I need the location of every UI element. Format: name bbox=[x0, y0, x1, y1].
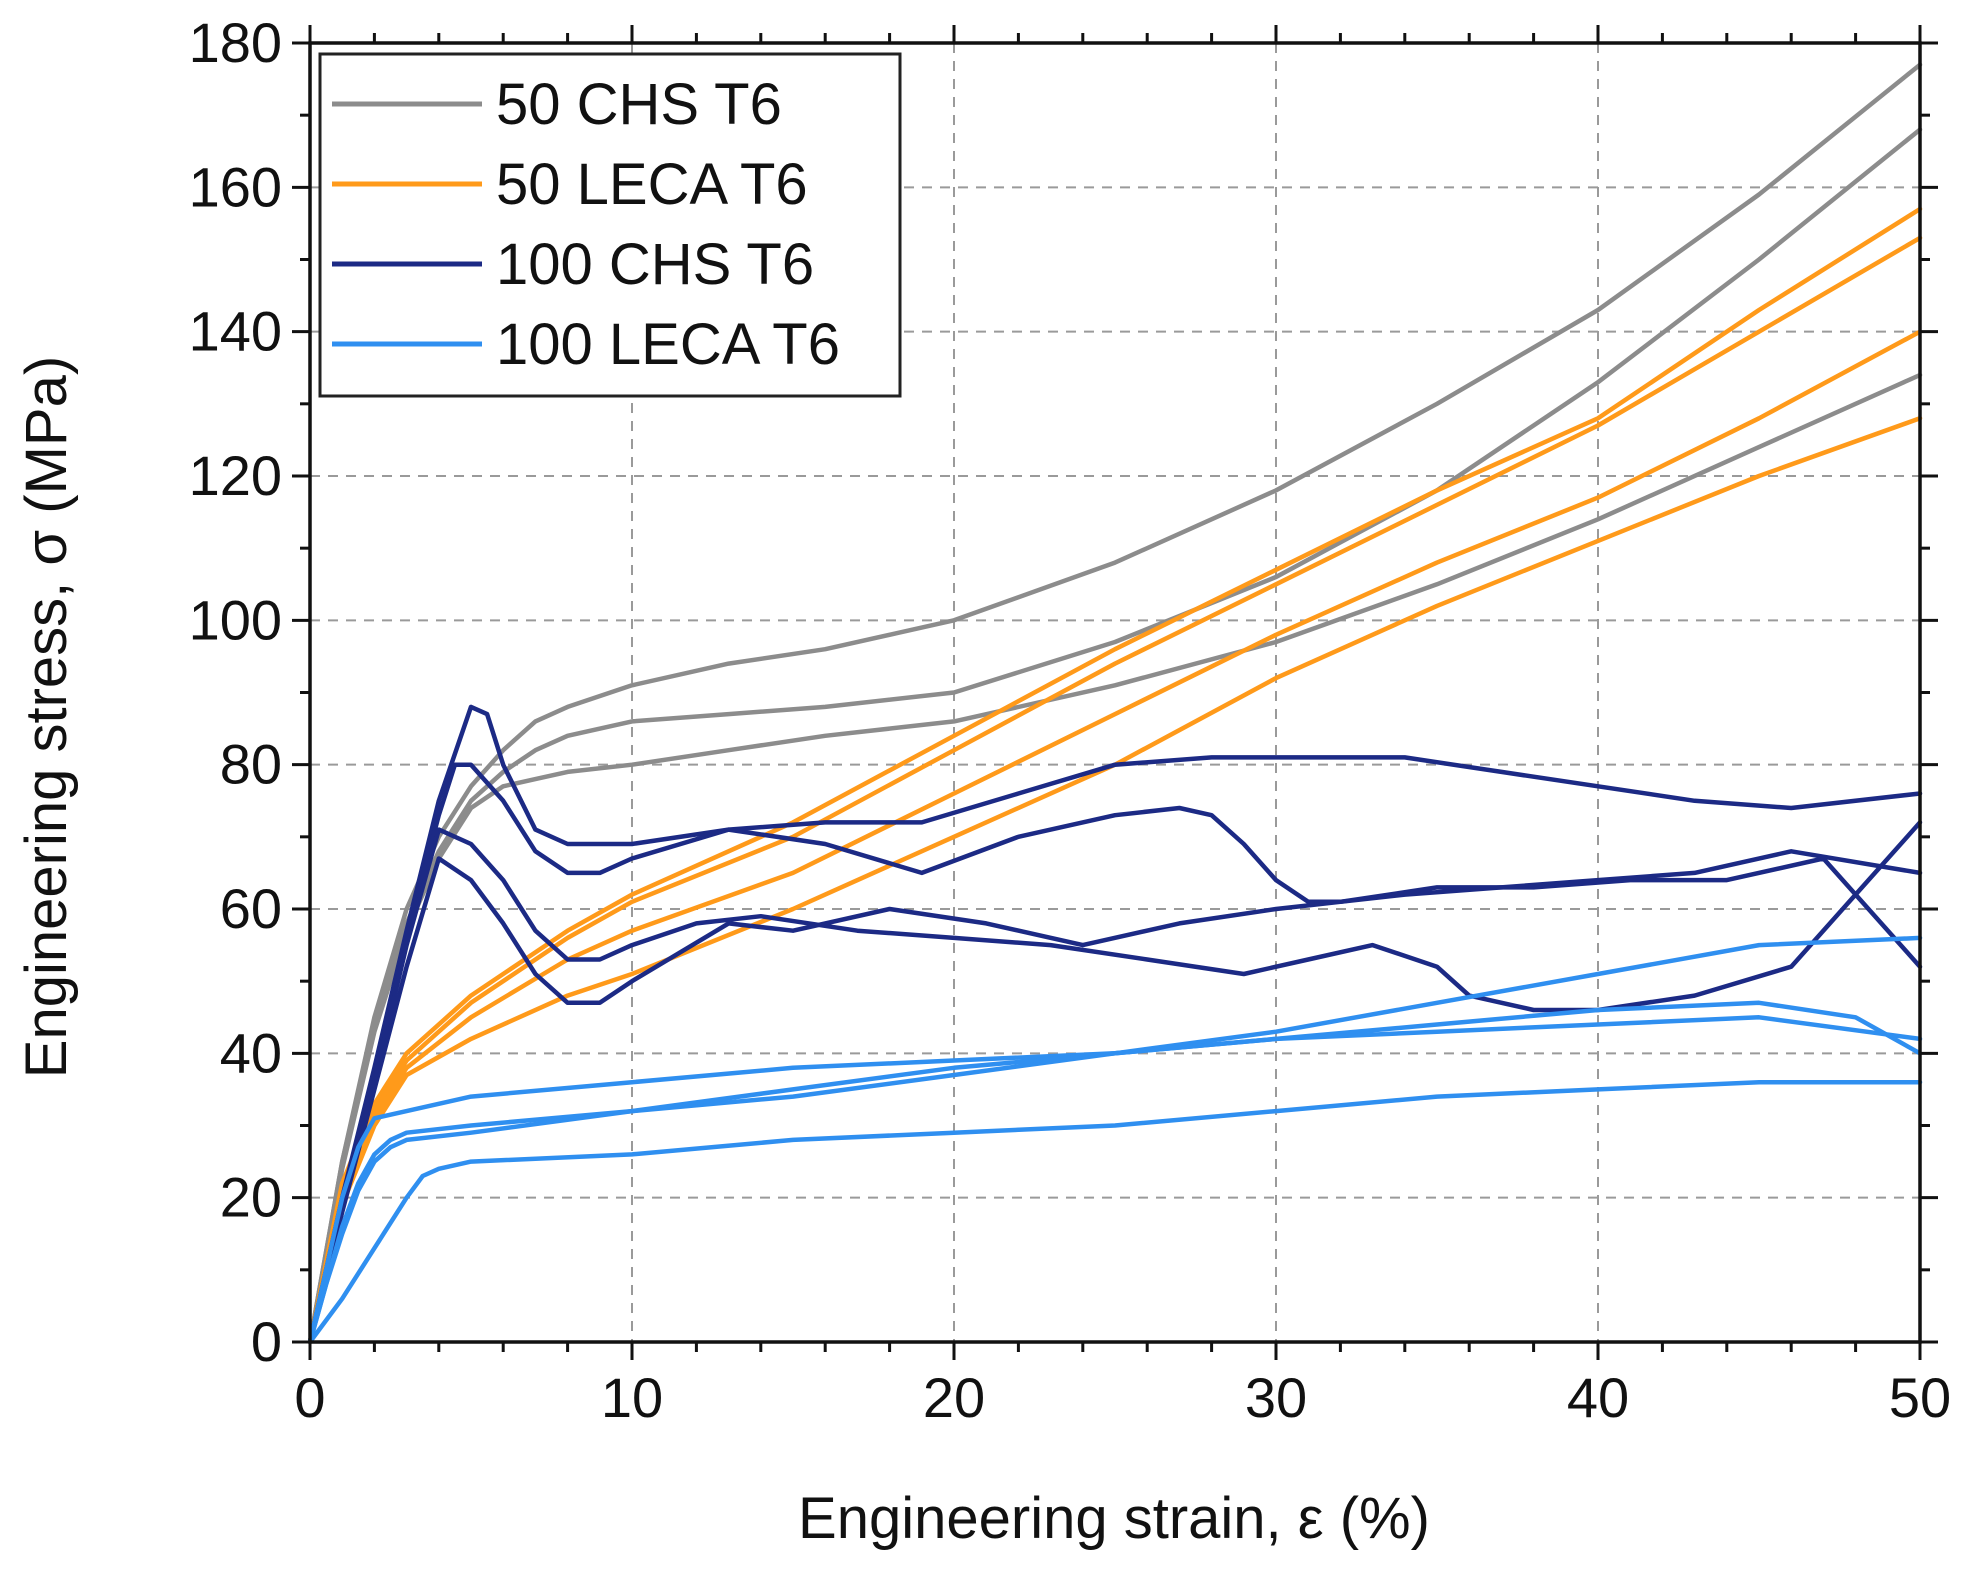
y-tick-label: 140 bbox=[189, 300, 282, 363]
series-line-50-leca-t6-6 bbox=[307, 416, 1923, 1345]
series-line-50-leca-t6-4 bbox=[307, 235, 1923, 1345]
series-line-50-leca-t6-3 bbox=[307, 206, 1923, 1345]
x-tick-label: 10 bbox=[601, 1366, 663, 1429]
x-tick-label: 40 bbox=[1567, 1366, 1629, 1429]
tick-labels: 0 10 20 30 40 50 0 20 40 60 80 100 120 140 160 180 bbox=[189, 11, 1952, 1429]
series-line-50-leca-t6-5 bbox=[307, 329, 1923, 1345]
series-line-100-leca-t6-11 bbox=[307, 1000, 1923, 1345]
y-tick-label: 180 bbox=[189, 11, 282, 74]
legend: 50 CHS T6 50 LECA T6 100 CHS T6 100 LECA… bbox=[318, 52, 902, 398]
series-line-100-chs-t6-8 bbox=[307, 762, 1923, 1345]
y-tick-label: 100 bbox=[189, 588, 282, 651]
y-axis-title: Engineering stress, σ (MPa) bbox=[14, 356, 79, 1078]
series-line-100-leca-t6-13 bbox=[307, 1015, 1923, 1345]
legend-box bbox=[318, 52, 902, 398]
series-line-50-chs-t6-0 bbox=[307, 62, 1923, 1345]
tick-marks bbox=[292, 25, 1938, 1360]
series-line-100-leca-t6-14 bbox=[307, 1079, 1923, 1345]
legend-label-100-chs-t6: 100 CHS T6 bbox=[496, 232, 814, 297]
y-tick-label: 60 bbox=[220, 877, 282, 940]
legend-label-50-leca-t6: 50 LECA T6 bbox=[496, 152, 808, 217]
series-line-100-chs-t6-7 bbox=[307, 704, 1923, 1345]
series-line-100-chs-t6-10 bbox=[307, 856, 1923, 1345]
x-axis-title: Engineering strain, ε (%) bbox=[798, 1486, 1430, 1551]
y-tick-label: 0 bbox=[251, 1310, 282, 1373]
y-tick-label: 20 bbox=[220, 1166, 282, 1229]
x-tick-label: 0 bbox=[294, 1366, 325, 1429]
series-lines bbox=[307, 62, 1923, 1345]
legend-label-100-leca-t6: 100 LECA T6 bbox=[496, 312, 840, 377]
grid-lines bbox=[310, 43, 1920, 1342]
series-line-100-chs-t6-9 bbox=[307, 820, 1923, 1345]
y-tick-label: 160 bbox=[189, 155, 282, 218]
x-tick-label: 50 bbox=[1889, 1366, 1951, 1429]
y-tick-label: 120 bbox=[189, 444, 282, 507]
y-tick-label: 40 bbox=[220, 1021, 282, 1084]
y-tick-label: 80 bbox=[220, 733, 282, 796]
x-tick-label: 30 bbox=[1245, 1366, 1307, 1429]
legend-label-50-chs-t6: 50 CHS T6 bbox=[496, 72, 782, 137]
x-tick-label: 20 bbox=[923, 1366, 985, 1429]
